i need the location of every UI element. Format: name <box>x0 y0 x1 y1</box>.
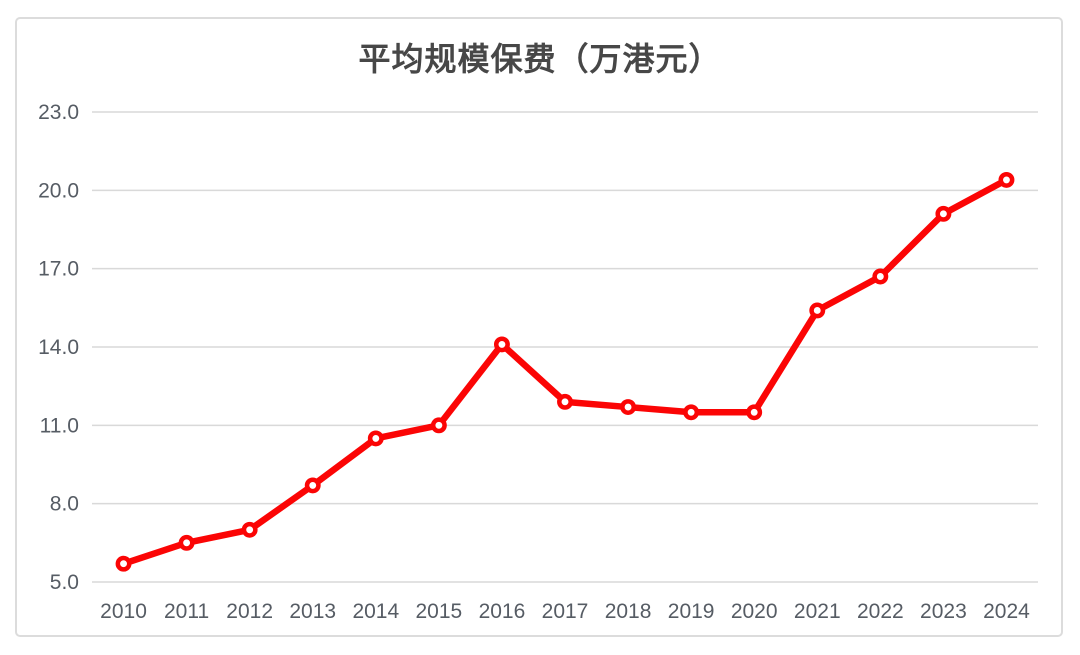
data-point-marker <box>998 171 1015 188</box>
data-point-marker <box>304 477 321 494</box>
chart-card <box>15 17 1063 637</box>
data-point-marker <box>430 417 447 434</box>
series-line <box>120 176 1010 567</box>
x-axis-tick-label: 2024 <box>983 600 1030 623</box>
x-axis-tick-label: 2020 <box>731 600 778 623</box>
y-axis-tick-label: 14.0 <box>38 336 79 359</box>
gridlines <box>92 111 1038 583</box>
data-point-marker <box>746 404 763 421</box>
x-axis-tick-label: 2017 <box>542 600 589 623</box>
data-point-marker <box>367 430 384 447</box>
x-axis-tick-label: 2022 <box>857 600 904 623</box>
x-axis-labels: 2010 2011 2012 2013 2014 2015 2016 2017 2018 2019… <box>100 600 1030 623</box>
chart-title: 平均规模保费（万港元） <box>358 41 722 77</box>
x-axis-tick-label: 2013 <box>289 600 336 623</box>
x-axis-tick-label: 2023 <box>920 600 967 623</box>
y-axis-tick-label: 23.0 <box>38 101 79 124</box>
x-axis-tick-label: 2016 <box>479 600 526 623</box>
x-axis-tick-label: 2021 <box>794 600 841 623</box>
series-group <box>115 171 1015 572</box>
x-axis-tick-label: 2019 <box>668 600 715 623</box>
y-axis-tick-label: 8.0 <box>50 493 79 516</box>
x-axis-tick-label: 2018 <box>605 600 652 623</box>
data-point-marker <box>178 534 195 551</box>
x-axis-tick-label: 2015 <box>416 600 463 623</box>
data-point-marker <box>683 404 700 421</box>
data-point-marker <box>872 268 889 285</box>
data-point-marker <box>115 555 132 572</box>
y-axis-tick-label: 11.0 <box>40 414 79 437</box>
data-point-marker <box>935 205 952 222</box>
data-point-marker <box>493 336 510 353</box>
data-point-marker <box>557 393 573 410</box>
y-axis-tick-label: 5.0 <box>50 571 79 594</box>
y-axis-tick-label: 20.0 <box>38 179 79 202</box>
x-axis-tick-label: 2010 <box>100 600 147 623</box>
data-point-marker <box>620 399 637 416</box>
data-point-marker <box>241 521 258 538</box>
x-axis-tick-label: 2012 <box>226 600 273 623</box>
data-point-marker <box>809 302 826 319</box>
y-axis-tick-label: 17.0 <box>38 258 79 281</box>
x-axis-tick-label: 2014 <box>352 600 399 623</box>
y-axis-labels: 5.0 8.0 11.0 14.0 17.0 20.0 23.0 <box>38 101 79 594</box>
x-axis-tick-label: 2011 <box>164 600 209 623</box>
